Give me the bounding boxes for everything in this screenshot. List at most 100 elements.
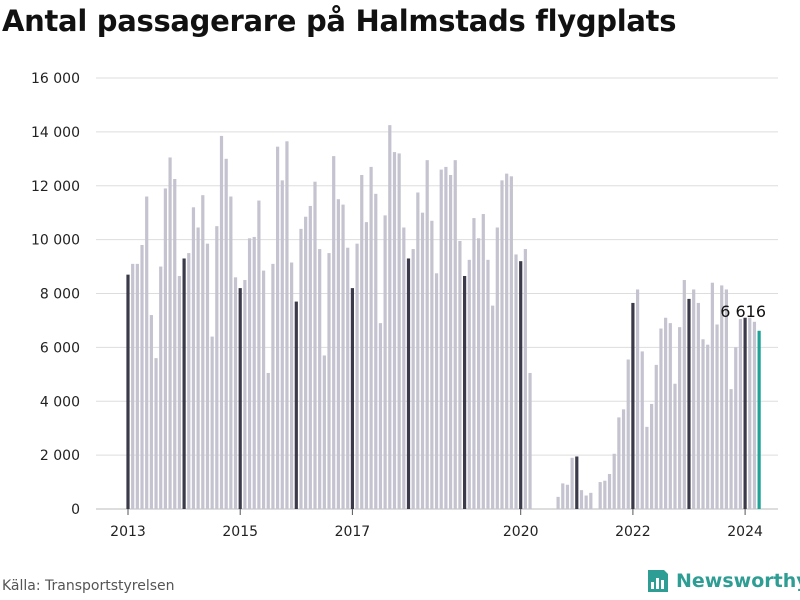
- bar: [631, 302, 635, 509]
- bar: [626, 359, 630, 509]
- bar: [752, 321, 757, 509]
- bar: [612, 453, 616, 509]
- bar: [701, 339, 705, 509]
- bar: [523, 249, 527, 509]
- bar: [224, 158, 228, 509]
- bar: [196, 227, 200, 510]
- bar: [201, 195, 205, 509]
- bar: [191, 207, 196, 510]
- bar: [444, 166, 448, 510]
- bar: [374, 193, 378, 510]
- bar: [448, 174, 453, 509]
- bar: [491, 305, 495, 509]
- bar: [159, 266, 163, 509]
- bar: [304, 216, 308, 509]
- bar: [388, 125, 392, 509]
- bar: [724, 289, 728, 509]
- bar: [173, 179, 177, 509]
- bar: [294, 301, 298, 509]
- bar: [481, 214, 485, 510]
- bar: [402, 227, 406, 510]
- bar: [360, 174, 364, 509]
- bar: [509, 176, 513, 509]
- bar: [163, 188, 167, 509]
- bar: [177, 275, 182, 509]
- bar: [687, 298, 691, 509]
- bar: [584, 495, 588, 509]
- bar: [140, 245, 144, 509]
- bar: [425, 160, 429, 510]
- x-tick-label: 2013: [110, 524, 146, 540]
- bar: [430, 220, 434, 510]
- x-tick-label: 2024: [727, 524, 763, 540]
- bar: [350, 288, 354, 509]
- bar: [364, 222, 369, 509]
- bar: [126, 274, 130, 509]
- bar: [645, 426, 649, 509]
- bar: [439, 169, 443, 509]
- bar: [514, 254, 518, 509]
- bar: [715, 324, 719, 509]
- bar: [528, 372, 532, 509]
- bar: [285, 141, 289, 509]
- bar: [673, 383, 677, 509]
- y-tick-label: 16 000: [31, 71, 80, 87]
- bar: [519, 261, 523, 509]
- y-tick-label: 8 000: [40, 287, 80, 303]
- bar: [276, 146, 280, 510]
- bar: [579, 490, 584, 509]
- y-tick-label: 0: [71, 502, 80, 518]
- bar: [738, 319, 743, 509]
- bar: [233, 277, 238, 509]
- bar: [238, 288, 242, 509]
- bar: [131, 263, 135, 509]
- brand-name: Newsworthy: [676, 570, 800, 592]
- x-tick-label: 2022: [615, 524, 651, 540]
- bar: [135, 263, 139, 509]
- bar: [640, 351, 644, 509]
- bar: [308, 205, 312, 509]
- bar: [607, 473, 612, 509]
- y-tick-label: 4 000: [40, 394, 80, 410]
- bar: [467, 259, 471, 509]
- bar: [678, 327, 682, 509]
- y-tick-label: 10 000: [31, 233, 80, 249]
- newsworthy-logo[interactable]: Newsworthy: [644, 568, 800, 594]
- bar: [748, 317, 752, 509]
- bar: [420, 212, 425, 509]
- bar: [696, 302, 700, 509]
- y-tick-label: 14 000: [31, 125, 80, 141]
- bar: [472, 218, 476, 509]
- bars: [126, 125, 761, 510]
- source-note: Källa: Transportstyrelsen: [2, 578, 175, 594]
- bar: [500, 180, 504, 510]
- bar: [215, 226, 219, 509]
- bar: [650, 403, 654, 509]
- bar: [659, 328, 663, 509]
- x-axis: 2013 2015 2017 2020 2022 2024: [110, 509, 763, 540]
- bar: [149, 315, 153, 509]
- bar: [743, 317, 747, 509]
- bar: [341, 204, 345, 509]
- bar: [621, 409, 626, 509]
- bar: [299, 228, 303, 509]
- bar: [495, 227, 499, 510]
- bar: [257, 200, 261, 510]
- bar: [210, 336, 214, 509]
- bar: [463, 275, 467, 509]
- bar: [154, 358, 158, 509]
- x-tick-label: 2020: [503, 524, 539, 540]
- last-value-label: 6 616: [720, 302, 766, 321]
- bar: [720, 285, 724, 509]
- bar: [378, 323, 383, 509]
- bar: [416, 192, 420, 509]
- bar: [322, 355, 326, 509]
- x-tick-label: 2017: [335, 524, 371, 540]
- bar: [346, 247, 350, 510]
- bar: [243, 280, 247, 509]
- bar: [247, 238, 252, 509]
- bar: [219, 135, 224, 509]
- bar: [229, 196, 233, 509]
- bar: [734, 347, 738, 509]
